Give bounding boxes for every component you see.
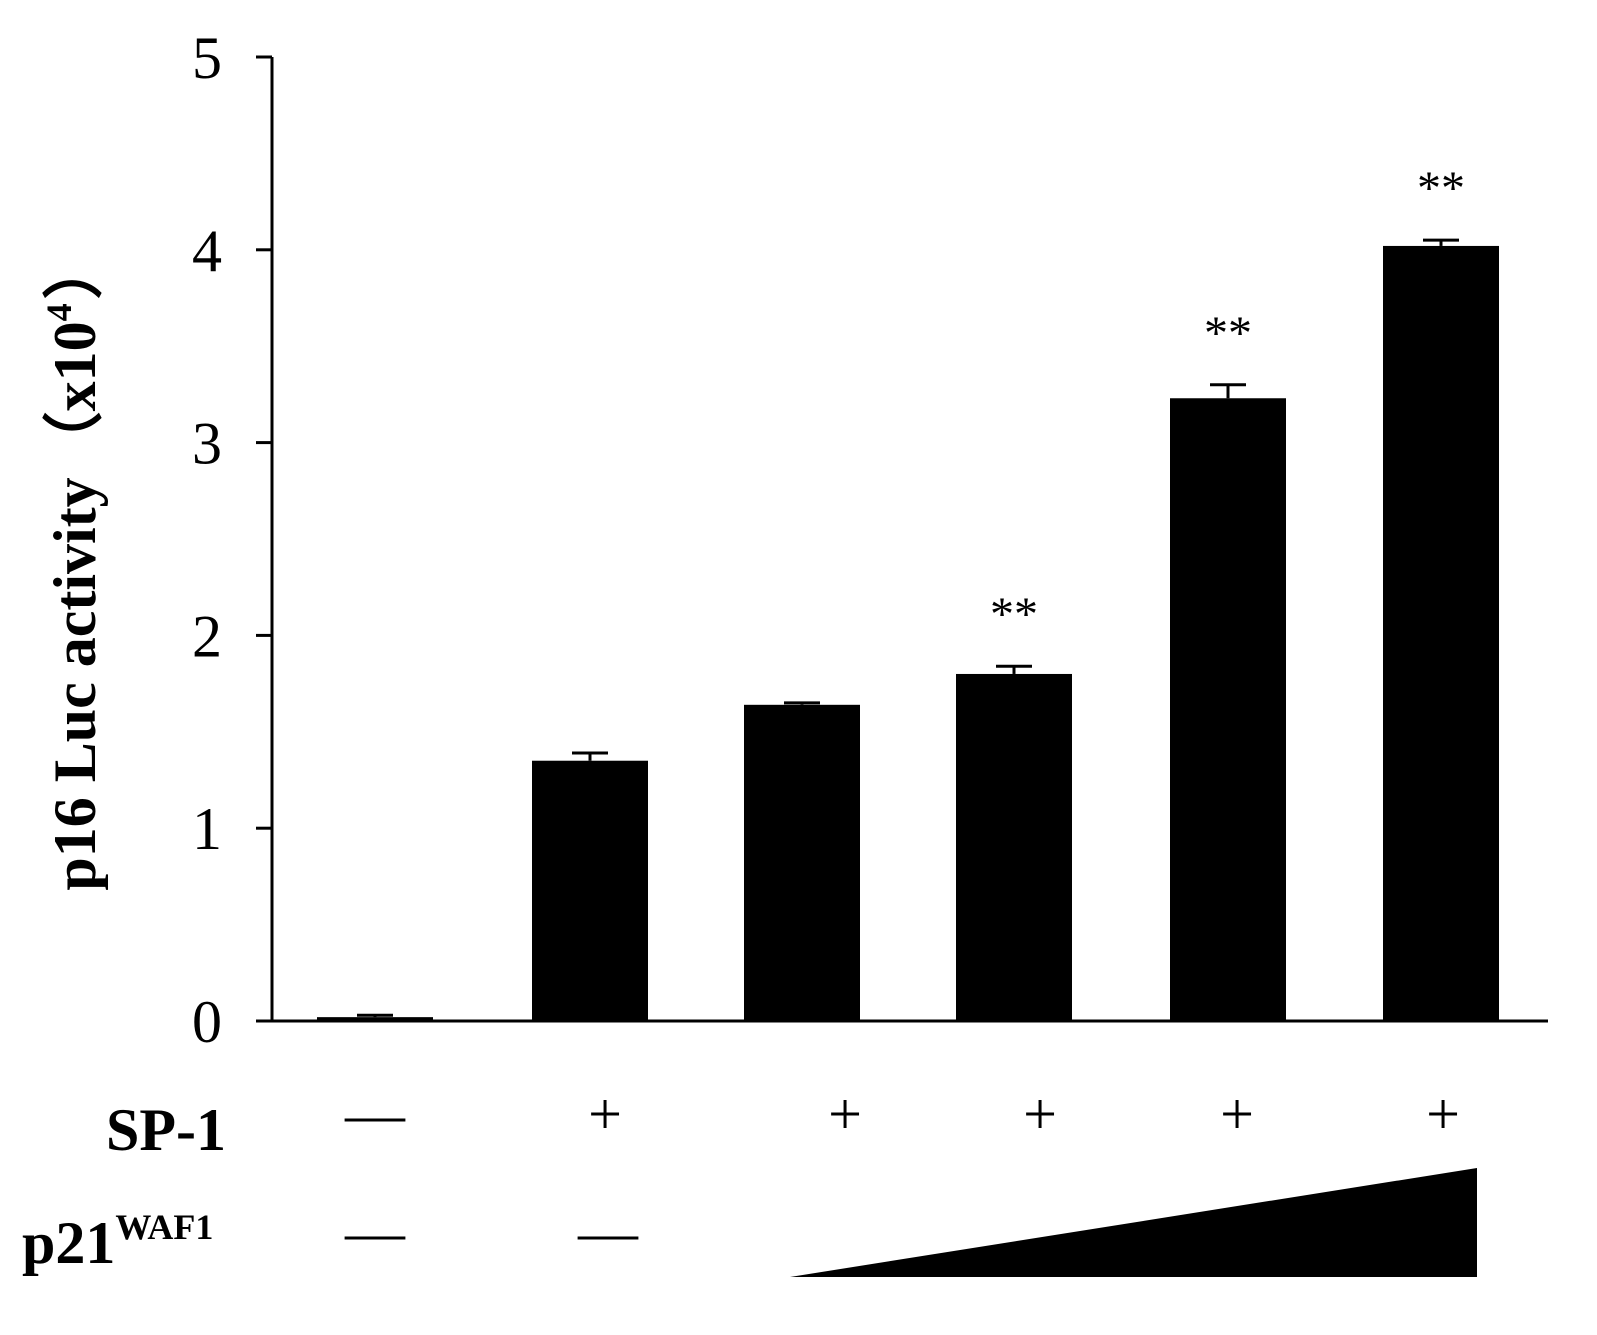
y-axis-label-main: p16 Luc activity (42, 477, 108, 890)
sp1-value: — (344, 1081, 406, 1147)
sp1-row-label: SP-1 (106, 1097, 226, 1163)
y-tick-label: 3 (192, 411, 222, 477)
sp1-value: + (828, 1081, 862, 1147)
p21-values-row: — — (344, 1199, 639, 1265)
sp1-values-row: — + + + + + (344, 1081, 1460, 1147)
sp1-value: + (1426, 1081, 1460, 1147)
y-tick-label: 0 (192, 989, 222, 1055)
y-tick-label: 1 (192, 796, 222, 862)
sp1-value: + (1023, 1081, 1057, 1147)
sp1-value: + (588, 1081, 622, 1147)
bar (1383, 245, 1499, 1022)
p21-label-base: p21 (22, 1210, 115, 1276)
y-ticks-layer: 0 1 2 3 4 5 (192, 25, 272, 1055)
p21-value: — (577, 1199, 639, 1265)
bar (744, 704, 860, 1021)
bar (956, 673, 1072, 1021)
y-axis-label-paren-close: ） (41, 239, 108, 299)
annotations-layer: ** ** ** (990, 162, 1465, 641)
sp1-value: + (1220, 1081, 1254, 1147)
error-bars-layer (357, 238, 1459, 1018)
significance-annotation: ** (990, 588, 1038, 641)
y-tick-label: 4 (192, 218, 222, 284)
y-axis-label-unit: x10 (42, 321, 108, 411)
y-axis-label-paren-open: （ (41, 411, 108, 471)
significance-annotation: ** (1204, 307, 1252, 360)
p21-label-superscript: WAF1 (115, 1207, 213, 1247)
y-axis-label: p16 Luc activity（x104 ） (39, 239, 108, 890)
bar (317, 1017, 433, 1021)
p21-increasing-gradient-wedge (790, 1168, 1477, 1277)
bars-layer (317, 245, 1499, 1022)
y-axis-label-exponent: 4 (39, 303, 79, 321)
bar (1170, 398, 1286, 1022)
p21-row-label: p21WAF1 (22, 1207, 213, 1276)
significance-annotation: ** (1417, 162, 1465, 215)
y-tick-label: 5 (192, 25, 222, 91)
bar (532, 760, 648, 1021)
y-tick-label: 2 (192, 603, 222, 669)
p21-value: — (344, 1199, 406, 1265)
